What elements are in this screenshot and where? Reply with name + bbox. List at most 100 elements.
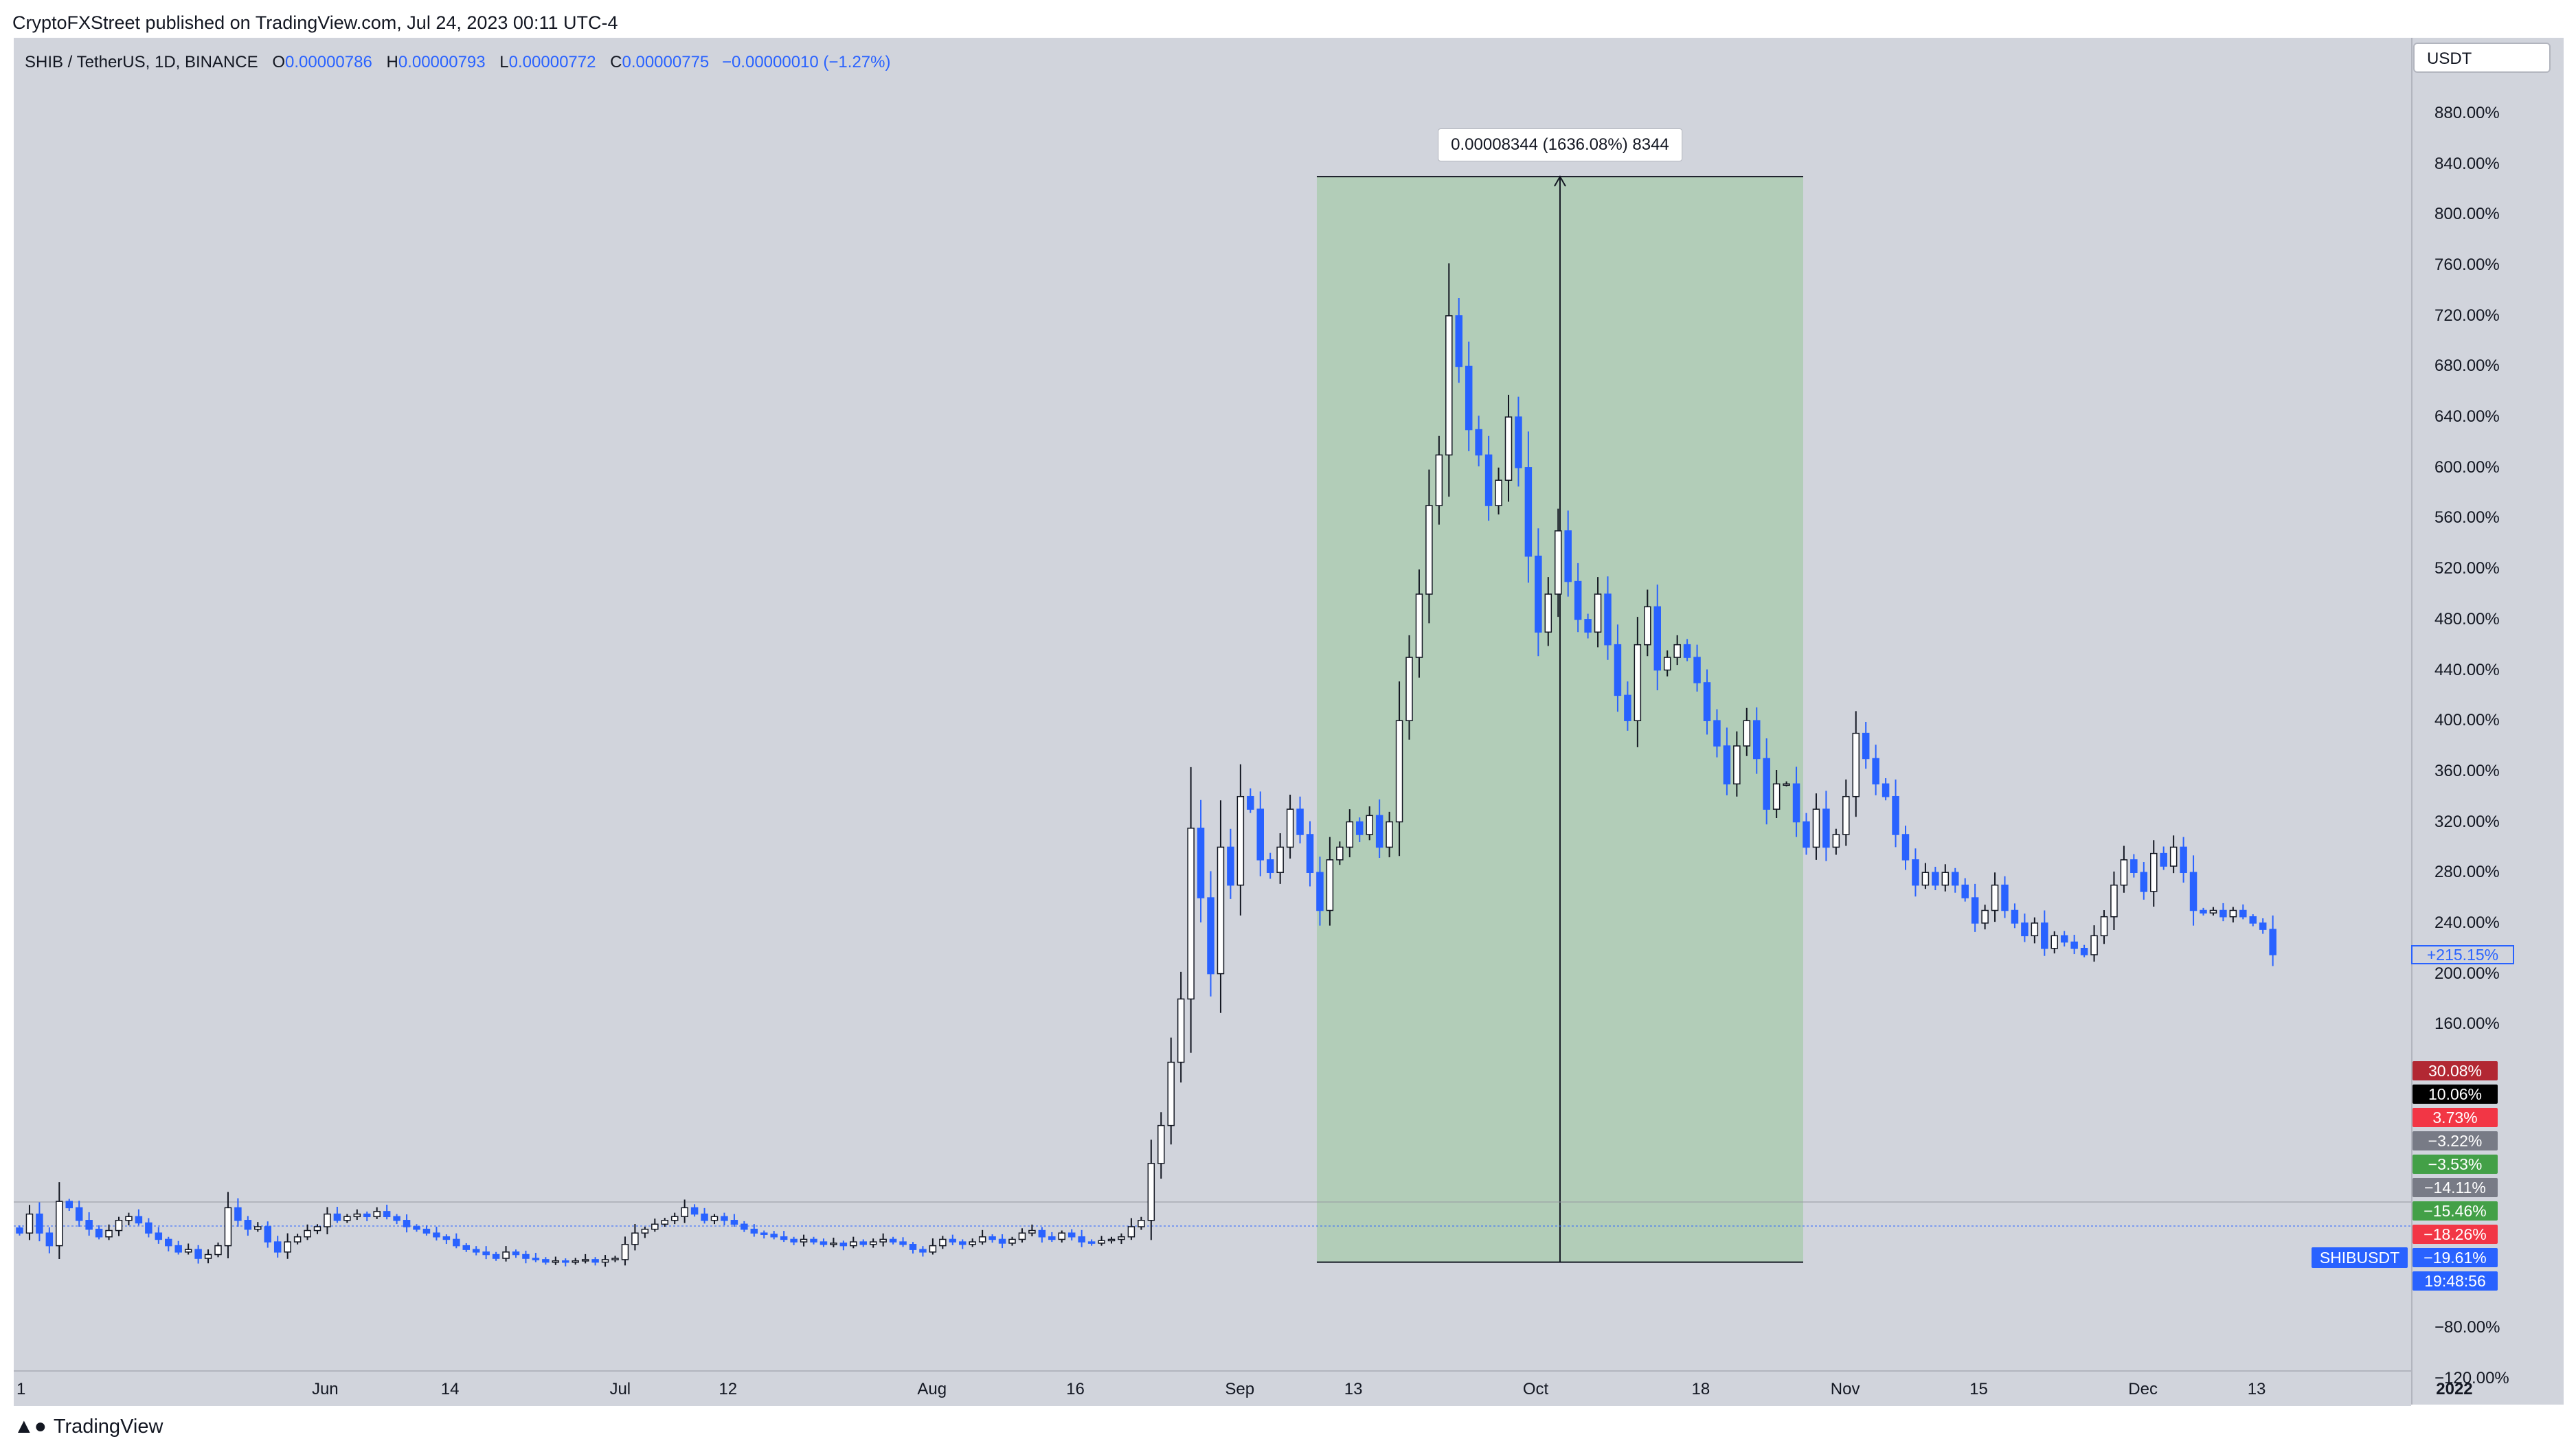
candle[interactable] <box>304 1224 311 1240</box>
candle[interactable] <box>2189 855 2197 926</box>
candle[interactable] <box>393 1214 400 1225</box>
candle[interactable] <box>661 1218 668 1227</box>
candle[interactable] <box>1078 1229 1085 1247</box>
candle[interactable] <box>1048 1232 1056 1243</box>
candle[interactable] <box>959 1239 967 1249</box>
candle[interactable] <box>25 1205 34 1240</box>
candle[interactable] <box>850 1236 857 1249</box>
candle[interactable] <box>1952 867 1959 893</box>
candle[interactable] <box>214 1243 222 1258</box>
candle[interactable] <box>1812 793 1820 860</box>
candle[interactable] <box>2229 907 2237 922</box>
candle[interactable] <box>919 1246 927 1257</box>
candle[interactable] <box>690 1204 699 1217</box>
candle[interactable] <box>1535 528 1542 657</box>
candle[interactable] <box>1872 745 1879 795</box>
candle[interactable] <box>1356 817 1364 843</box>
candle[interactable] <box>1058 1230 1065 1243</box>
candle[interactable] <box>830 1237 837 1248</box>
candle[interactable] <box>1435 435 1443 525</box>
candle[interactable] <box>403 1214 411 1233</box>
candle[interactable] <box>1207 871 1214 997</box>
candle[interactable] <box>1624 681 1631 731</box>
candle[interactable] <box>1386 811 1393 858</box>
candle[interactable] <box>2180 837 2187 883</box>
candle[interactable] <box>1484 435 1493 521</box>
candle[interactable] <box>1941 864 1950 892</box>
candle[interactable] <box>879 1233 887 1247</box>
candle[interactable] <box>562 1258 569 1267</box>
candle[interactable] <box>65 1199 73 1211</box>
candle[interactable] <box>1127 1218 1136 1240</box>
candle[interactable] <box>1634 617 1642 747</box>
candle[interactable] <box>462 1243 470 1252</box>
candle[interactable] <box>373 1207 381 1219</box>
candle[interactable] <box>1912 848 1919 897</box>
candle[interactable] <box>1008 1236 1016 1246</box>
candle[interactable] <box>1515 396 1522 487</box>
candle[interactable] <box>651 1218 659 1232</box>
candle[interactable] <box>1157 1112 1165 1179</box>
candle[interactable] <box>453 1233 460 1249</box>
candle[interactable] <box>1504 394 1513 502</box>
candle[interactable] <box>2120 846 2128 893</box>
candle[interactable] <box>324 1207 331 1235</box>
candle[interactable] <box>542 1257 550 1265</box>
candle[interactable] <box>2169 835 2178 874</box>
candle[interactable] <box>929 1238 937 1255</box>
measure-layer[interactable] <box>1316 175 1803 1263</box>
candle[interactable] <box>2160 846 2167 870</box>
candle[interactable] <box>1663 650 1671 677</box>
candle[interactable] <box>1604 576 1612 660</box>
candle[interactable] <box>1693 644 1701 692</box>
candle[interactable] <box>1425 469 1433 624</box>
candle[interactable] <box>2259 918 2267 934</box>
candle[interactable] <box>1555 508 1562 617</box>
candle[interactable] <box>1614 624 1622 712</box>
candle[interactable] <box>1098 1236 1105 1246</box>
candle[interactable] <box>1723 727 1731 795</box>
candle[interactable] <box>2011 903 2019 929</box>
candle[interactable] <box>16 1225 23 1236</box>
candle[interactable] <box>422 1225 431 1236</box>
candle[interactable] <box>978 1229 986 1245</box>
candle[interactable] <box>2031 917 2039 944</box>
candle[interactable] <box>1286 794 1294 859</box>
candle[interactable] <box>721 1212 728 1225</box>
candle[interactable] <box>343 1214 351 1223</box>
candle[interactable] <box>184 1243 192 1255</box>
candle[interactable] <box>1862 722 1870 769</box>
candle[interactable] <box>710 1214 719 1225</box>
candle[interactable] <box>770 1231 778 1240</box>
candle[interactable] <box>1703 669 1711 735</box>
candle[interactable] <box>2200 907 2207 916</box>
candle[interactable] <box>681 1199 688 1223</box>
candle[interactable] <box>810 1236 817 1245</box>
candle[interactable] <box>1743 707 1751 756</box>
candle[interactable] <box>1445 263 1453 497</box>
candle[interactable] <box>1336 841 1344 865</box>
candle[interactable] <box>1822 791 1830 861</box>
candle[interactable] <box>1138 1216 1145 1230</box>
candle[interactable] <box>2269 915 2276 966</box>
candle[interactable] <box>1961 878 1969 902</box>
candle[interactable] <box>1187 767 1195 1053</box>
candle[interactable] <box>1901 826 1910 870</box>
candle[interactable] <box>621 1236 629 1266</box>
candle[interactable] <box>1653 585 1661 690</box>
candle[interactable] <box>1673 635 1681 666</box>
candle[interactable] <box>1296 796 1304 843</box>
candle[interactable] <box>244 1216 252 1236</box>
candle[interactable] <box>1326 837 1334 926</box>
candle[interactable] <box>224 1192 232 1259</box>
candle[interactable] <box>413 1224 420 1232</box>
candle[interactable] <box>1107 1236 1116 1244</box>
symbol-name[interactable]: SHIB / TetherUS, 1D, BINANCE <box>25 53 258 71</box>
price-axis[interactable]: 880.00% 840.00% 800.00% 760.00% 720.00% 680.0… <box>2411 38 2564 1405</box>
candle[interactable] <box>273 1236 282 1258</box>
candle[interactable] <box>750 1224 758 1237</box>
candle[interactable] <box>1991 872 1999 922</box>
candle[interactable] <box>363 1211 371 1221</box>
candle[interactable] <box>1247 788 1254 813</box>
candle[interactable] <box>45 1227 54 1254</box>
